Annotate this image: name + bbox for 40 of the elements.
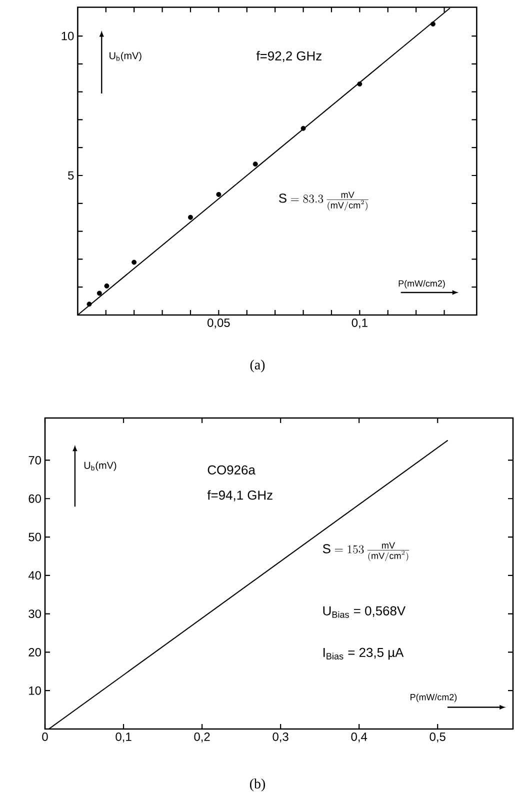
annotation: f=92,2 GHz — [256, 51, 322, 62]
point — [216, 192, 222, 197]
annotation: CO926a — [208, 465, 256, 475]
x-tick-label: 0,1 — [352, 318, 368, 328]
x-axis-title: P(mW/cm2) — [398, 280, 445, 288]
y-tick-label: 60 — [28, 494, 42, 503]
annotation: I$_{Bias}$ = 23,5 µA — [324, 648, 404, 660]
point — [132, 260, 137, 265]
y-axis-title: U$_{b}$(mV) — [84, 462, 116, 471]
x-tick-label: 0,2 — [194, 732, 210, 742]
annotation: U$_{Bias}$ = 0,568V — [323, 606, 406, 618]
point — [300, 126, 306, 131]
point — [104, 283, 110, 288]
y-axis-title: U$_{b}$(mV) — [110, 52, 142, 62]
y-tick-label: 20 — [28, 648, 42, 656]
y-tick-label: 5 — [68, 171, 74, 180]
x-tick-label: 0,05 — [208, 318, 230, 328]
x-axis-title: P(mW/cm2) — [410, 694, 457, 702]
x-tick-label: 0,5 — [430, 732, 446, 742]
x-tick-label: 0,3 — [272, 732, 288, 742]
y-tick-label: 40 — [28, 571, 42, 580]
annotation: $\mathrm{S} = 83.3\,\frac{\mathrm{mV}}{(\mathrm{mV/cm}^{2})}$ — [278, 192, 368, 211]
point — [86, 302, 92, 307]
x-tick-label: 0 — [42, 732, 48, 741]
y-tick-label: 50 — [28, 532, 42, 542]
y-tick-label: 30 — [28, 610, 42, 618]
point — [188, 214, 193, 220]
x-tick-label: 0,1 — [116, 732, 132, 742]
y-tick-label: 10 — [62, 32, 74, 40]
point — [252, 162, 258, 167]
annotation: $\mathrm{S} = 153\,\frac{\mathrm{mV}}{(\mathrm{mV/cm}^{2})}$ — [322, 542, 410, 562]
text: (b) — [250, 778, 266, 792]
y-tick-label: 10 — [29, 686, 42, 695]
point — [357, 82, 362, 86]
text: (a) — [250, 360, 265, 372]
y-tick-label: 70 — [28, 456, 42, 464]
point — [96, 290, 102, 296]
annotation: f=94,1 GHz — [207, 490, 272, 502]
x-tick-label: 0,4 — [351, 732, 368, 742]
point — [430, 22, 436, 27]
